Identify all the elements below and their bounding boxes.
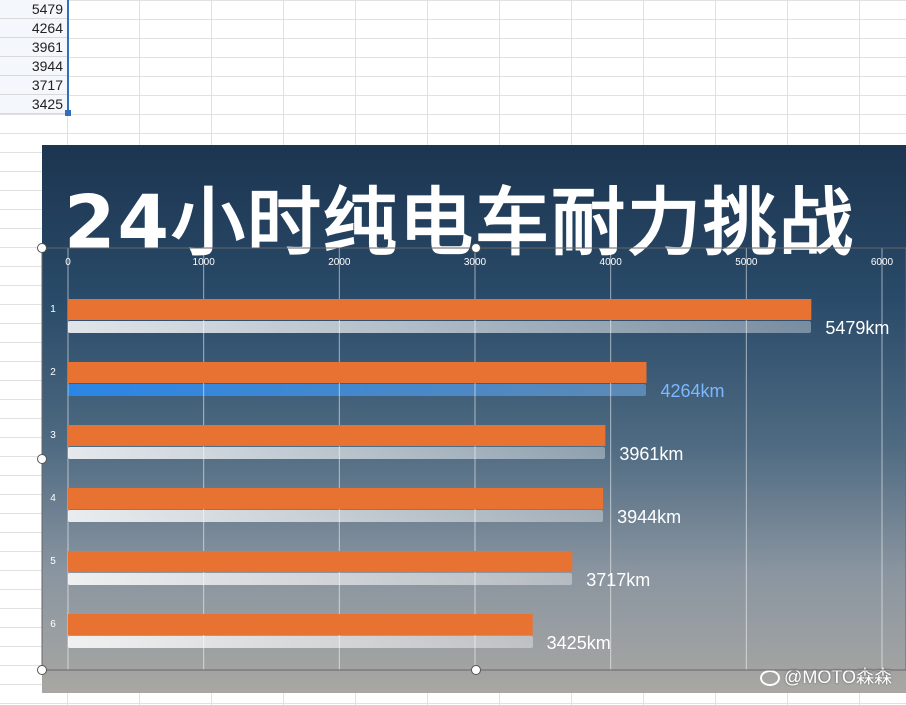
- cell-value[interactable]: 3425: [0, 95, 67, 114]
- picture-band-value: 3944km: [617, 507, 682, 527]
- bar: [68, 551, 573, 572]
- watermark: @MOTO森森: [760, 663, 892, 689]
- picture-band: [68, 384, 647, 396]
- fill-handle[interactable]: [65, 110, 71, 116]
- x-tick-label: 5000: [735, 257, 758, 268]
- cell-value[interactable]: 4264: [0, 19, 67, 38]
- picture-band: [68, 321, 812, 333]
- resize-handle[interactable]: [37, 454, 47, 464]
- resize-handle[interactable]: [471, 243, 481, 253]
- x-axis-ticks: 0 1000 2000 3000 4000 5000 6000: [65, 257, 893, 268]
- picture-band-value: 3961km: [619, 444, 684, 464]
- picture-band-value: 3425km: [546, 633, 611, 653]
- y-axis-ticks: 1 2 3 4 5 6: [50, 304, 56, 630]
- y-tick-label: 2: [50, 367, 56, 378]
- watermark-text: @MOTO森森: [784, 667, 892, 687]
- bar: [68, 425, 606, 446]
- y-tick-label: 1: [50, 304, 56, 315]
- bar: [68, 362, 647, 383]
- weibo-icon: [760, 670, 781, 687]
- cell-value[interactable]: 3944: [0, 57, 67, 76]
- picture-band-value: 5479km: [825, 318, 890, 338]
- bar: [68, 614, 533, 635]
- selected-cell-range[interactable]: 5479 4264 3961 3944 3717 3425: [0, 0, 69, 114]
- picture-band: [68, 510, 604, 522]
- bar: [68, 488, 604, 509]
- x-tick-label: 6000: [871, 257, 894, 268]
- resize-handle[interactable]: [37, 665, 47, 675]
- picture-title: 24小时纯电车耐力挑战: [64, 180, 855, 266]
- cell-value[interactable]: 3717: [0, 76, 67, 95]
- picture-band: [68, 573, 573, 585]
- picture-band-value: 3717km: [586, 570, 651, 590]
- y-tick-label: 5: [50, 556, 56, 567]
- x-tick-label: 0: [65, 257, 71, 268]
- background-picture: 24小时纯电车耐力挑战 5479km 4264km 3961km 3944km 3717…: [42, 145, 906, 693]
- resize-handle[interactable]: [471, 665, 481, 675]
- resize-handle[interactable]: [37, 243, 47, 253]
- bar-series: [68, 299, 812, 635]
- chart-selection-frame[interactable]: [37, 243, 906, 675]
- y-tick-label: 3: [50, 430, 56, 441]
- x-tick-label: 2000: [328, 257, 351, 268]
- cell-value[interactable]: 5479: [0, 0, 67, 19]
- picture-band-value: 4264km: [660, 381, 725, 401]
- bar: [68, 299, 812, 320]
- y-tick-label: 4: [50, 493, 56, 504]
- x-tick-label: 4000: [600, 257, 623, 268]
- picture-band: [68, 636, 533, 648]
- y-tick-label: 6: [50, 619, 56, 630]
- x-tick-label: 3000: [464, 257, 487, 268]
- cell-value[interactable]: 3961: [0, 38, 67, 57]
- picture-band: [68, 447, 606, 459]
- x-tick-label: 1000: [193, 257, 216, 268]
